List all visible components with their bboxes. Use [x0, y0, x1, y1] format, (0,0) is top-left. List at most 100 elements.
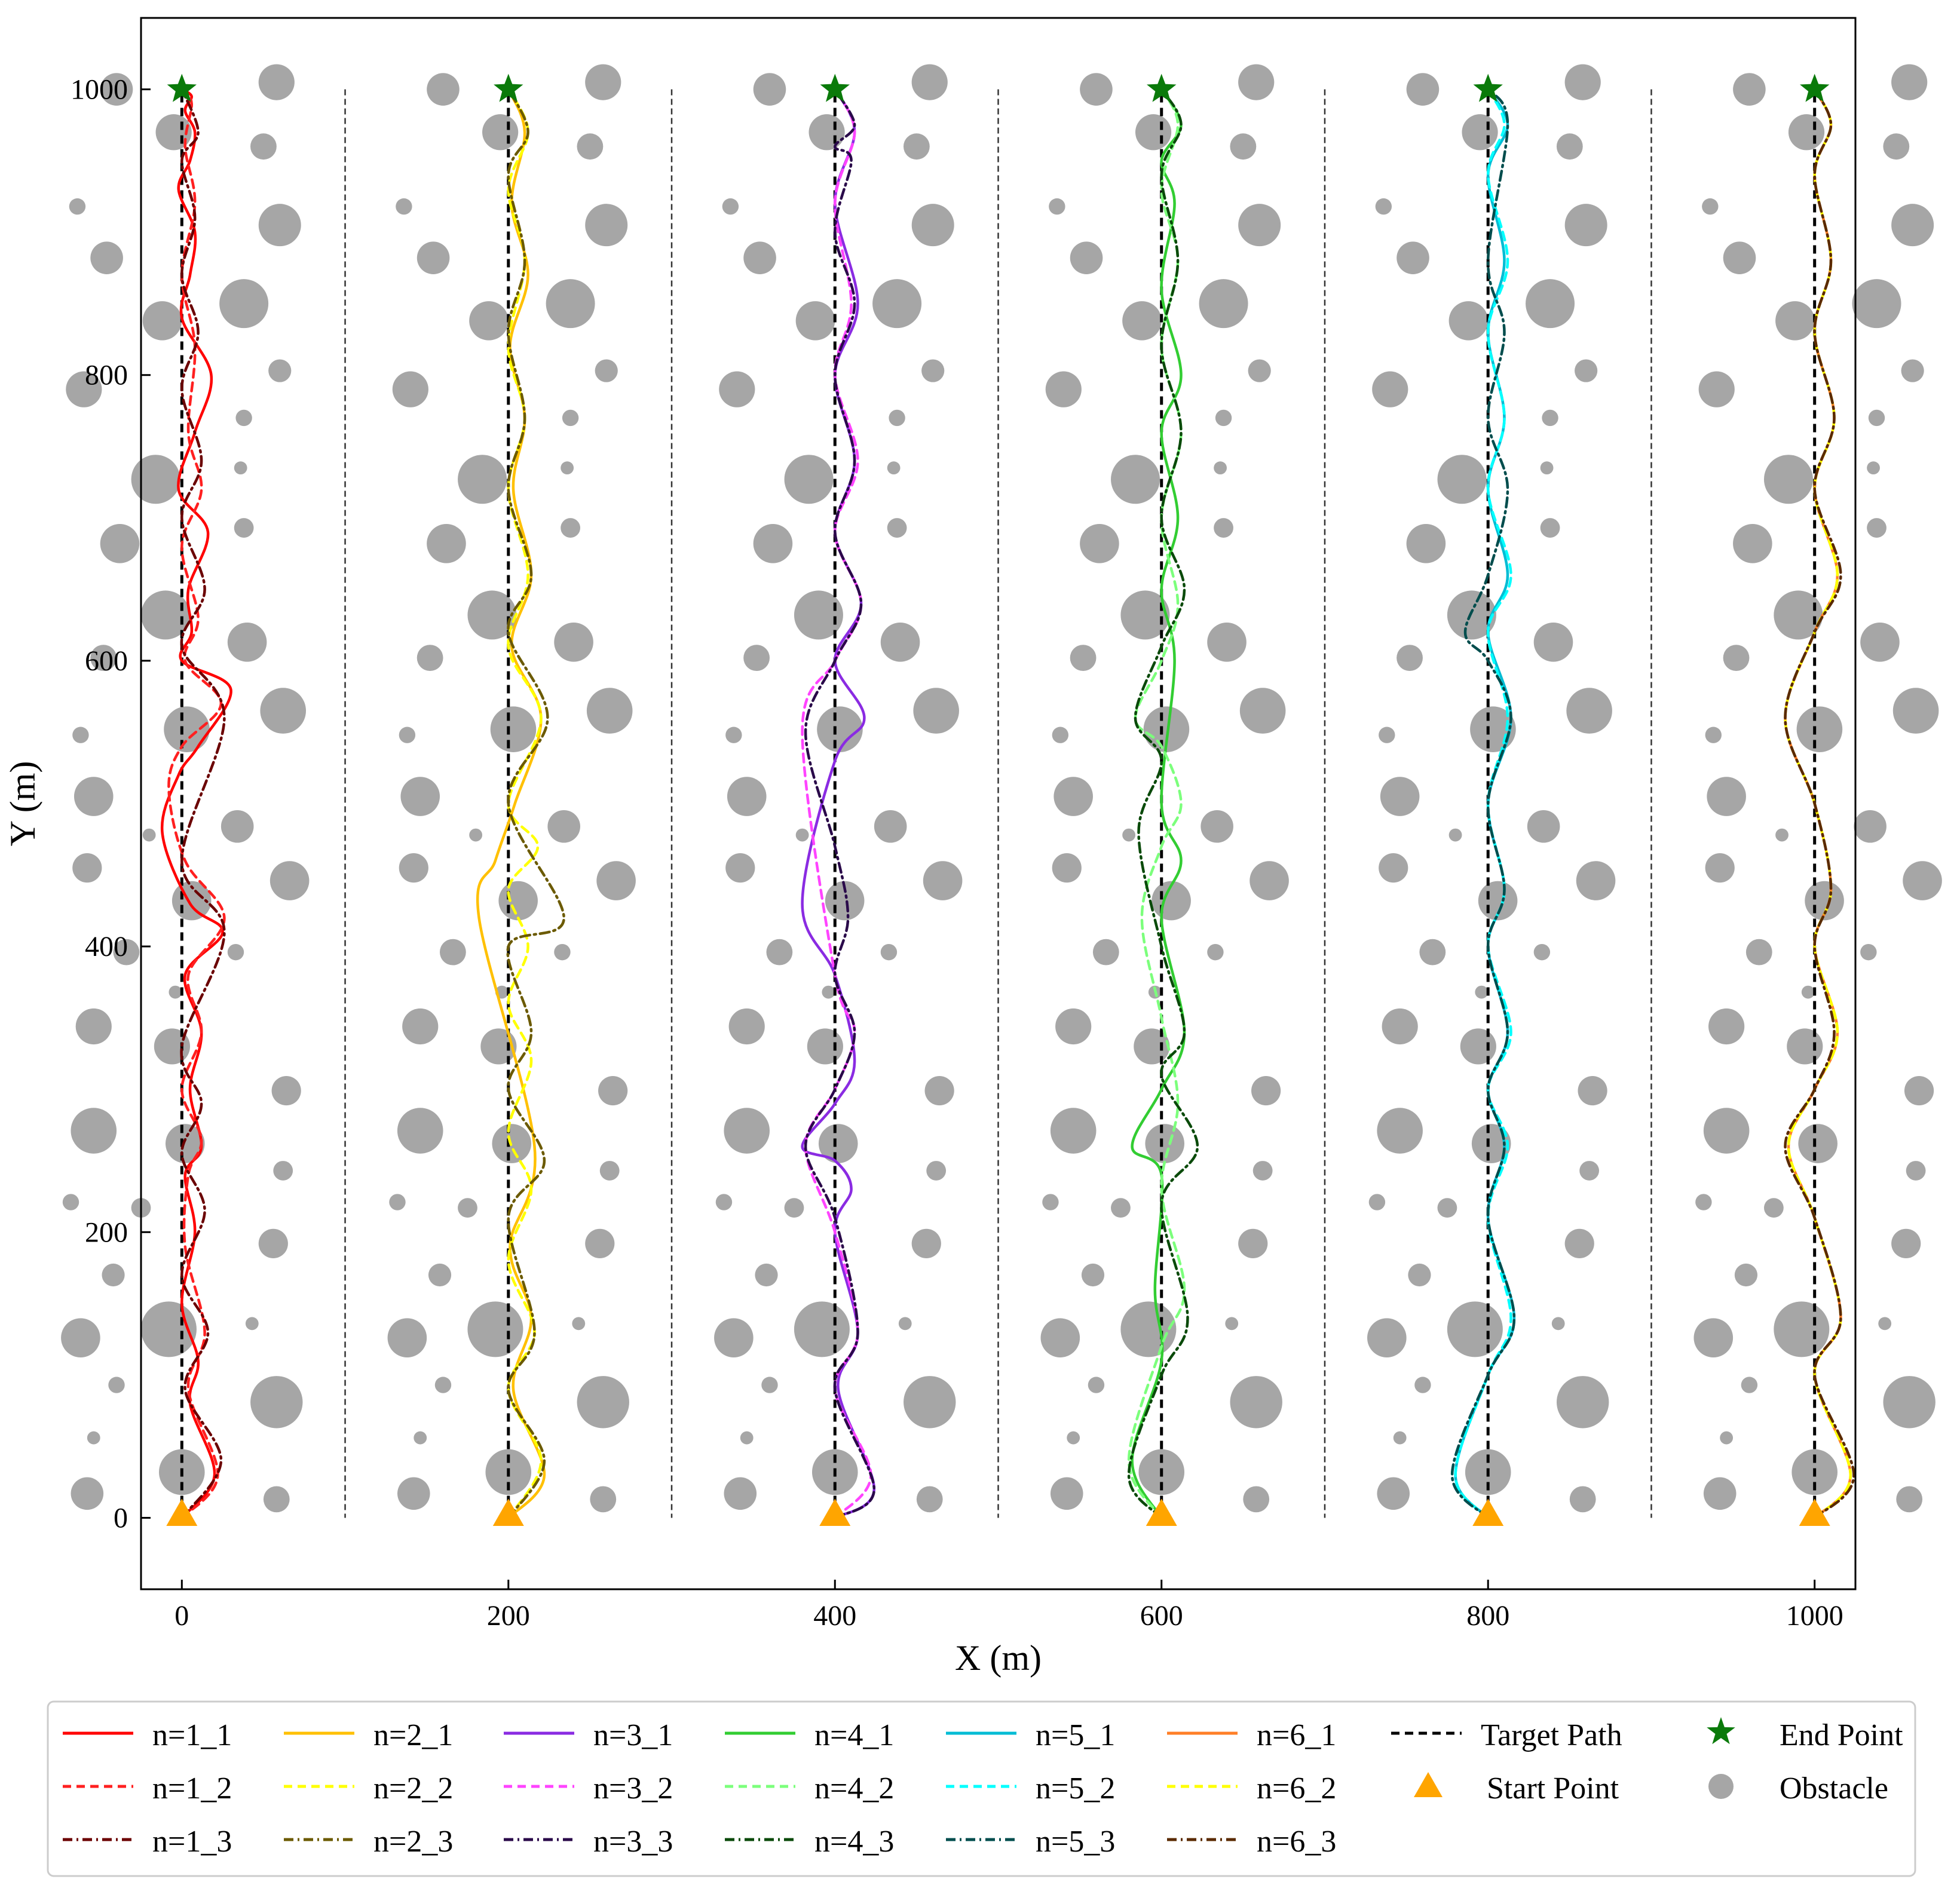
obstacle — [396, 198, 412, 215]
end-point-marker — [1147, 73, 1177, 102]
legend-label: n=2_3 — [373, 1825, 453, 1859]
obstacle — [1396, 241, 1429, 274]
obstacle — [596, 861, 636, 900]
obstacle — [69, 198, 86, 215]
obstacle — [1414, 1377, 1431, 1393]
legend-label: n=6_2 — [1257, 1771, 1336, 1806]
obstacle — [753, 73, 786, 106]
obstacle — [1698, 371, 1735, 407]
obstacle — [469, 828, 483, 842]
obstacle — [131, 455, 180, 504]
obstacle — [1406, 73, 1440, 106]
obstacle — [1375, 198, 1392, 215]
x-tick-label: 0 — [174, 1600, 189, 1632]
plot-frame — [140, 17, 1857, 1590]
series-n=3_1 — [801, 88, 876, 1519]
obstacle — [1883, 133, 1910, 160]
obstacle — [1067, 1431, 1080, 1445]
obstacle — [1707, 777, 1746, 816]
obstacle — [1891, 204, 1934, 247]
obstacle — [142, 301, 182, 341]
obstacle — [1122, 301, 1162, 341]
obstacle — [1042, 1194, 1059, 1210]
legend-label: End Point — [1780, 1718, 1903, 1752]
legend-item: n=5_1 — [946, 1718, 1115, 1752]
obstacle — [1533, 623, 1573, 662]
obstacle — [482, 114, 519, 151]
obstacle — [1111, 1198, 1131, 1218]
obstacle — [1230, 1376, 1282, 1429]
obstacle — [1143, 706, 1190, 752]
obstacle — [590, 1486, 617, 1513]
obstacle — [740, 1431, 754, 1445]
obstacle — [1049, 198, 1065, 215]
obstacle — [234, 461, 247, 475]
obstacle — [1891, 1228, 1921, 1258]
obstacle — [227, 943, 244, 961]
obstacle — [1745, 939, 1772, 965]
obstacle — [1379, 727, 1395, 743]
obstacle — [1763, 455, 1813, 504]
obstacle — [1801, 985, 1815, 999]
obstacle — [874, 810, 907, 843]
obstacle — [1052, 853, 1082, 883]
obstacle — [1734, 1263, 1758, 1287]
obstacle — [220, 810, 254, 843]
legend-item: n=3_1 — [504, 1718, 673, 1752]
obstacle — [90, 645, 117, 672]
obstacle — [766, 939, 793, 965]
obstacle — [1252, 1161, 1273, 1181]
obstacle — [1556, 133, 1583, 160]
obstacle — [1868, 409, 1885, 427]
obstacle — [1533, 943, 1551, 961]
series-n=1_3 — [180, 88, 226, 1519]
obstacle — [397, 1108, 443, 1154]
obstacle — [1867, 518, 1886, 538]
obstacle — [1460, 1028, 1496, 1065]
obstacle — [1569, 1486, 1596, 1513]
obstacle — [165, 1124, 205, 1163]
obstacle — [260, 688, 307, 734]
obstacle — [1380, 777, 1420, 816]
obstacle — [822, 985, 835, 999]
legend-item: n=1_1 — [63, 1718, 232, 1752]
obstacle — [1852, 279, 1901, 329]
obstacle — [1135, 114, 1172, 151]
obstacle — [1542, 409, 1558, 427]
obstacle — [397, 1477, 430, 1510]
obstacle — [926, 1161, 947, 1181]
obstacle — [100, 73, 133, 106]
obstacle — [1860, 943, 1877, 961]
obstacle — [561, 461, 574, 475]
obstacle — [1883, 1376, 1936, 1429]
legend-label: n=4_3 — [814, 1825, 894, 1859]
obstacle — [389, 1194, 406, 1210]
legend-item: n=6_3 — [1167, 1825, 1336, 1859]
obstacle — [66, 371, 102, 407]
obstacle — [434, 1377, 452, 1393]
obstacle — [1527, 810, 1560, 843]
obstacle — [250, 133, 277, 160]
obstacle — [1787, 1028, 1823, 1065]
x-axis-label: X (m) — [955, 1638, 1042, 1678]
obstacle — [1238, 204, 1281, 247]
obstacle — [1763, 1198, 1784, 1218]
obstacle — [784, 455, 834, 504]
obstacle — [1368, 1194, 1386, 1210]
obstacle — [61, 1318, 100, 1357]
start-point-marker — [492, 1498, 524, 1526]
series-n=4_2 — [1127, 88, 1186, 1519]
obstacle — [1733, 524, 1772, 563]
start-point-marker — [166, 1498, 198, 1526]
legend-item: Start Point — [1414, 1771, 1619, 1806]
obstacle — [1379, 853, 1408, 883]
obstacle — [164, 706, 210, 752]
legend-item: n=4_2 — [725, 1771, 894, 1806]
obstacle — [728, 1008, 765, 1045]
legend-label: n=1_1 — [152, 1718, 232, 1752]
obstacle — [1891, 64, 1928, 100]
obstacle — [1406, 524, 1446, 563]
obstacle — [1248, 359, 1271, 382]
obstacle — [498, 881, 538, 921]
obstacle — [416, 645, 443, 672]
